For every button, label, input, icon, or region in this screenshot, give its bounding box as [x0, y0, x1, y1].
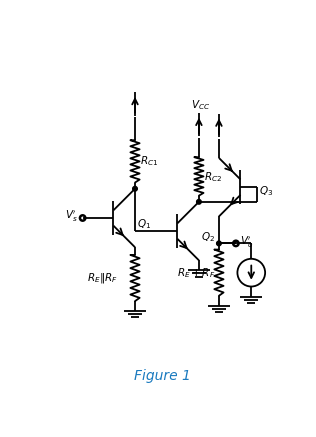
Text: $V_o'$: $V_o'$	[240, 234, 254, 250]
Text: $Q_3$: $Q_3$	[259, 184, 273, 198]
Circle shape	[133, 187, 137, 191]
Text: $Q_1$: $Q_1$	[137, 217, 151, 231]
Text: $R_E \| R_F$: $R_E \| R_F$	[87, 271, 118, 285]
Text: $R_{C1}$: $R_{C1}$	[140, 154, 158, 168]
Circle shape	[197, 200, 201, 204]
Text: $R_{C2}$: $R_{C2}$	[204, 170, 222, 184]
Text: Figure 1: Figure 1	[134, 369, 190, 383]
Text: $V_s'$: $V_s'$	[64, 209, 77, 224]
Text: $V_{CC}$: $V_{CC}$	[191, 99, 210, 112]
Text: $R_E + R_F$: $R_E + R_F$	[177, 266, 215, 280]
Text: $Q_2$: $Q_2$	[201, 230, 215, 244]
Circle shape	[217, 241, 221, 246]
